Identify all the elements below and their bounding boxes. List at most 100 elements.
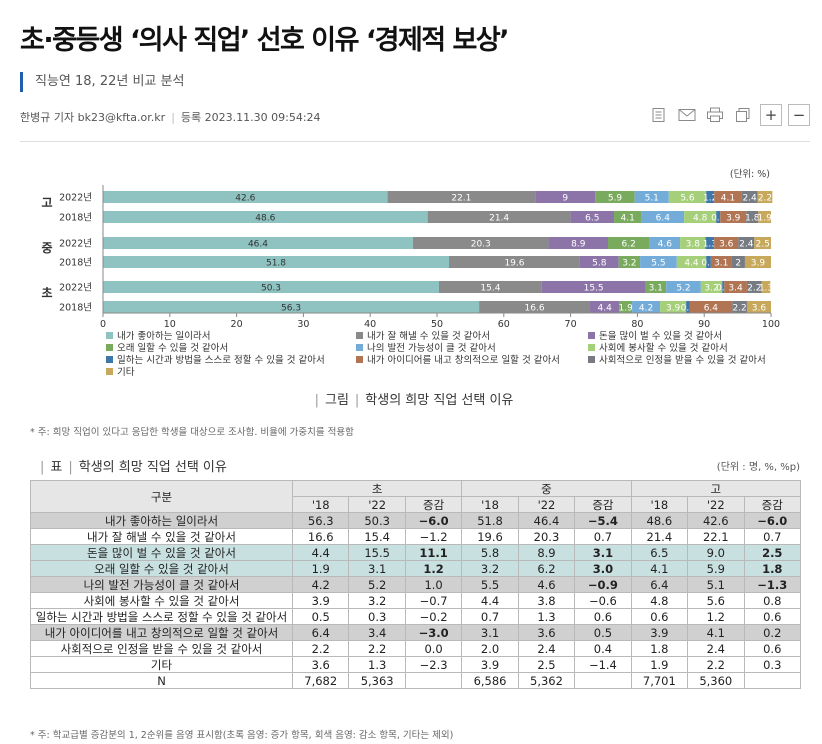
article-subtitle: 직능연 18, 22년 비교 분석 bbox=[20, 72, 184, 92]
table-cell: 4.2 bbox=[293, 577, 349, 593]
segment-value-label: 42.6 bbox=[235, 194, 255, 204]
table-cell: 11.1 bbox=[405, 545, 461, 561]
segment-value-label: 5.9 bbox=[608, 194, 623, 204]
table-cell: 0.5 bbox=[575, 625, 631, 641]
bar-year-label: 2022년 bbox=[59, 193, 92, 204]
bar-year-label: 2018년 bbox=[59, 303, 92, 314]
font-increase-button[interactable]: + bbox=[760, 104, 782, 126]
table-cell: 1.3 bbox=[518, 609, 574, 625]
subcol-header: 증감 bbox=[575, 497, 631, 513]
table-cell: 42.6 bbox=[688, 513, 744, 529]
segment-value-label: 2.2 bbox=[758, 194, 772, 204]
row-label: 오래 일할 수 있을 것 같아서 bbox=[31, 561, 293, 577]
table-cell: 0.7 bbox=[462, 609, 518, 625]
table-cell: 3.9 bbox=[293, 593, 349, 609]
reporter-info: 한병규 기자 bk23@kfta.or.kr bbox=[20, 111, 165, 124]
table-cell: 7,701 bbox=[631, 673, 687, 689]
caption-separator: | bbox=[40, 460, 44, 475]
table-cell: 48.6 bbox=[631, 513, 687, 529]
segment-value-label: 4.8 bbox=[693, 214, 708, 224]
segment-value-label: 4.1 bbox=[621, 214, 635, 224]
list-icon[interactable] bbox=[648, 104, 670, 126]
table-cell: 5.2 bbox=[349, 577, 405, 593]
table-caption: | 표 | 학생의 희망 직업 선택 이유 bbox=[34, 456, 227, 475]
email-icon[interactable] bbox=[676, 104, 698, 126]
print-icon[interactable] bbox=[704, 104, 726, 126]
segment-value-label: 4.4 bbox=[684, 259, 699, 269]
segment-value-label: 22.1 bbox=[451, 194, 471, 204]
table-cell: 8.9 bbox=[518, 545, 574, 561]
row-label: 사회에 봉사할 수 있을 것 같아서 bbox=[31, 593, 293, 609]
group-label: 중 bbox=[41, 241, 52, 255]
x-tick-label: 90 bbox=[698, 319, 710, 330]
table-cell: 3.2 bbox=[462, 561, 518, 577]
article-title: 초·중등생 ‘의사 직업’ 선호 이유 ‘경제적 보상’ bbox=[20, 18, 508, 57]
segment-value-label: 51.8 bbox=[266, 259, 286, 269]
table-cell: 1.2 bbox=[405, 561, 461, 577]
caption-separator: | bbox=[68, 460, 72, 475]
table-cell: 2.4 bbox=[688, 641, 744, 657]
segment-value-label: 9 bbox=[562, 194, 568, 204]
segment-value-label: 3.1 bbox=[649, 284, 663, 294]
bar-year-label: 2018년 bbox=[59, 258, 92, 269]
table-cell: −2.3 bbox=[405, 657, 461, 673]
segment-value-label: 6.5 bbox=[585, 214, 599, 224]
group-header: 중 bbox=[462, 481, 631, 497]
figure-prefix: 그림 bbox=[325, 393, 349, 408]
table-cell: 0.0 bbox=[405, 641, 461, 657]
table-cell: 6.4 bbox=[631, 577, 687, 593]
table-row: 기타 3.6 1.3 −2.3 3.9 2.5 −1.4 1.9 2.2 0.3 bbox=[31, 657, 801, 673]
table-cell: 2.0 bbox=[462, 641, 518, 657]
row-label: 기타 bbox=[31, 657, 293, 673]
segment-value-label: 3.6 bbox=[752, 304, 767, 314]
subcol-header: '18 bbox=[293, 497, 349, 513]
table-cell bbox=[405, 673, 461, 689]
segment-value-label: 5.6 bbox=[680, 194, 695, 204]
table-cell: 4.8 bbox=[631, 593, 687, 609]
table-cell: 20.3 bbox=[518, 529, 574, 545]
table-cell: 5.5 bbox=[462, 577, 518, 593]
group-label: 초 bbox=[41, 286, 52, 300]
table-cell: 9.0 bbox=[688, 545, 744, 561]
table-cell: 0.3 bbox=[349, 609, 405, 625]
segment-value-label: 50.3 bbox=[261, 284, 281, 294]
segment-value-label: 15.5 bbox=[584, 284, 604, 294]
font-decrease-button[interactable]: − bbox=[788, 104, 810, 126]
subcol-header: '22 bbox=[688, 497, 744, 513]
header-cell: 구분 bbox=[31, 481, 293, 513]
table-cell: 0.6 bbox=[744, 641, 801, 657]
bar-year-label: 2018년 bbox=[59, 213, 92, 224]
segment-value-label: 56.3 bbox=[281, 304, 301, 314]
table-row: 내가 잘 해낼 수 있을 것 같아서 16.6 15.4 −1.2 19.6 20.3 0.… bbox=[31, 529, 801, 545]
legend-item: 내가 좋아하는 일이라서 bbox=[117, 330, 210, 342]
subcol-header: '18 bbox=[631, 497, 687, 513]
table-cell: 1.8 bbox=[631, 641, 687, 657]
table-cell: −5.4 bbox=[575, 513, 631, 529]
table-cell: 0.6 bbox=[631, 609, 687, 625]
table-cell: 7,682 bbox=[293, 673, 349, 689]
table-cell: 1.9 bbox=[293, 561, 349, 577]
data-table: 구분 초 중 고 '18 '22 증감 '18 '22 증감 '18 '22 증… bbox=[30, 480, 801, 689]
table-cell: 3.1 bbox=[462, 625, 518, 641]
legend-item: 내가 잘 해낼 수 있을 것 같아서 bbox=[367, 330, 490, 342]
table-cell: 3.0 bbox=[575, 561, 631, 577]
figure-caption-text: 학생의 희망 직업 선택 이유 bbox=[365, 393, 513, 408]
table-cell: 2.4 bbox=[518, 641, 574, 657]
table-row: 내가 좋아하는 일이라서 56.3 50.3 −6.0 51.8 46.4 −5.4 48.6… bbox=[31, 513, 801, 529]
x-tick-label: 100 bbox=[762, 319, 780, 330]
copy-icon[interactable] bbox=[732, 104, 754, 126]
legend-swatch bbox=[356, 344, 363, 351]
group-label: 고 bbox=[41, 196, 52, 210]
segment-value-label: 15.4 bbox=[480, 284, 500, 294]
segment-value-label: 2.4 bbox=[739, 240, 754, 250]
figure-note: * 주: 희망 직업이 있다고 응답한 학생을 대상으로 조사함. 비율에 가중… bbox=[30, 424, 354, 438]
table-cell: −0.6 bbox=[575, 593, 631, 609]
table-cell: 51.8 bbox=[462, 513, 518, 529]
article-toolbar: + − bbox=[648, 104, 810, 126]
registered-date: 등록 2023.11.30 09:54:24 bbox=[181, 111, 321, 124]
x-tick-label: 20 bbox=[231, 319, 243, 330]
segment-value-label: 2 bbox=[735, 259, 741, 269]
caption-separator: | bbox=[355, 393, 359, 408]
segment-value-label: 6.4 bbox=[704, 304, 719, 314]
table-cell: −3.0 bbox=[405, 625, 461, 641]
